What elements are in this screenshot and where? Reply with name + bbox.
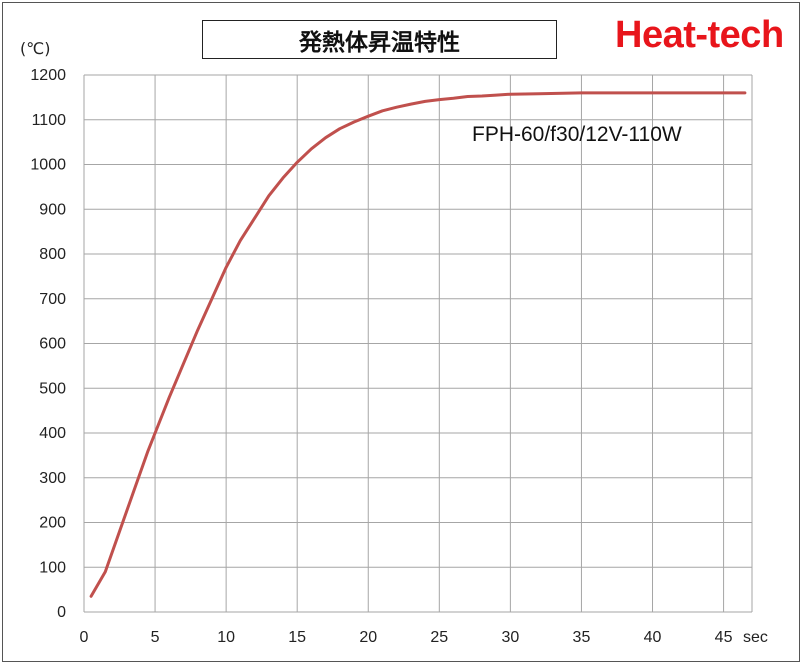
chart-frame [2,2,800,662]
series-line-0 [89,91,747,598]
y-tick-label: 900 [39,201,66,218]
chart-title: 発熱体昇温特性 [202,20,557,59]
y-tick-label: 400 [39,425,66,442]
y-tick-label: 1200 [30,67,66,84]
x-tick-labels: 0 5 10 15 20 25 30 35 40 45 [80,629,733,646]
x-tick-label: 35 [573,629,591,646]
x-tick-label: 25 [430,629,448,646]
x-tick-label: 0 [80,629,89,646]
x-tick-label: 5 [151,629,160,646]
x-tick-label: 20 [359,629,377,646]
series-annotation: FPH-60/f30/12V-110W [472,123,682,146]
y-tick-label: 600 [39,336,66,353]
y-tick-labels: 0 100 200 300 400 500 600 700 800 900 1000 1100 1200 [30,67,66,621]
x-tick-label: 45 [715,629,733,646]
y-tick-label: 0 [57,604,66,621]
x-unit-label: sec [743,629,768,646]
y-tick-label: 300 [39,470,66,487]
y-tick-label: 700 [39,291,66,308]
x-tick-label: 30 [501,629,519,646]
y-tick-label: 800 [39,246,66,263]
brand-logo: Heat-tech [615,14,784,56]
x-tick-label: 40 [644,629,662,646]
y-tick-label: 100 [39,559,66,576]
y-tick-label: 500 [39,380,66,397]
grid-lines [83,74,753,613]
y-unit-label: (℃) [20,39,50,58]
x-tick-label: 10 [217,629,235,646]
y-tick-label: 1100 [32,112,67,129]
y-tick-label: 200 [39,515,66,532]
y-tick-label: 1000 [30,157,66,174]
x-tick-label: 15 [288,629,306,646]
series-group [89,91,747,598]
